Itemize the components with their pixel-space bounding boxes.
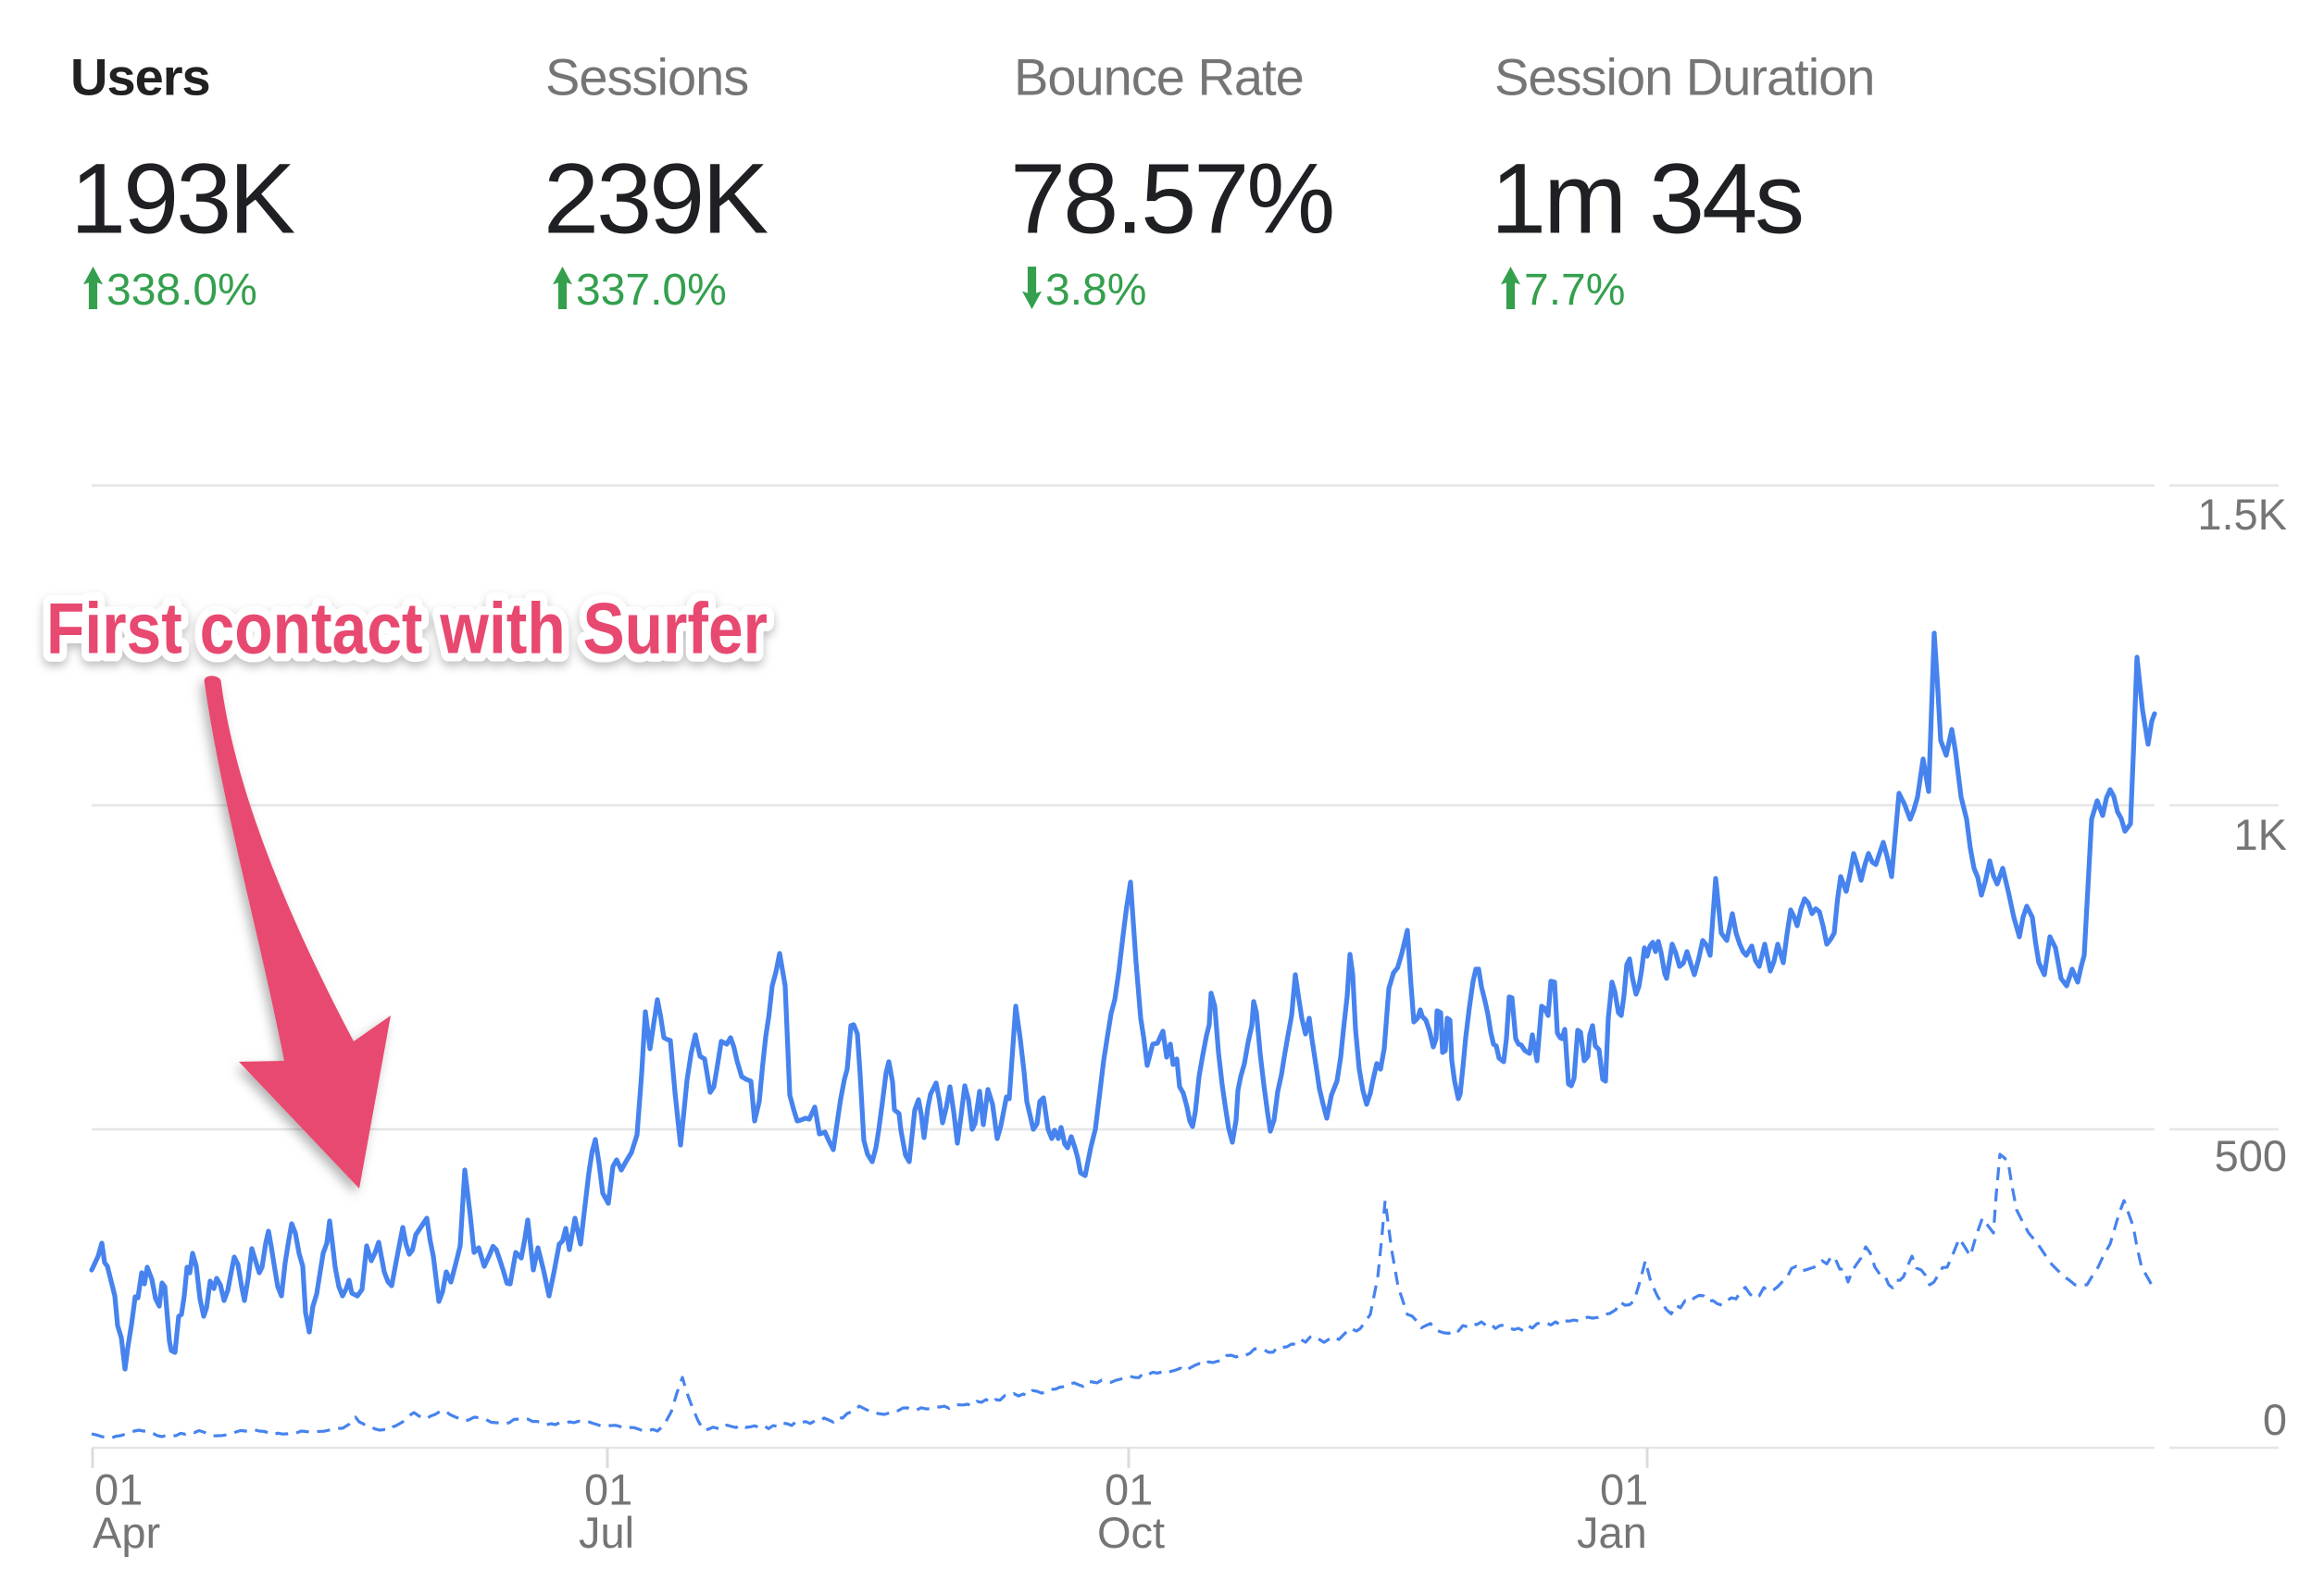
svg-text:1K: 1K — [2234, 810, 2288, 859]
svg-text:7.7%: 7.7% — [1524, 266, 1625, 315]
svg-text:338.0%: 338.0% — [106, 266, 257, 315]
svg-text:01: 01 — [94, 1465, 143, 1514]
svg-text:First contact with Surfer: First contact with Surfer — [46, 588, 768, 669]
svg-text:337.0%: 337.0% — [576, 266, 727, 315]
svg-text:Apr: Apr — [93, 1508, 160, 1557]
svg-text:Session Duration: Session Duration — [1494, 48, 1874, 106]
svg-text:1m 34s: 1m 34s — [1491, 143, 1802, 255]
svg-text:3.8%: 3.8% — [1045, 266, 1146, 315]
svg-text:193K: 193K — [70, 143, 294, 255]
svg-text:Sessions: Sessions — [545, 48, 748, 106]
svg-text:0: 0 — [2263, 1395, 2287, 1444]
svg-text:Users: Users — [70, 48, 210, 106]
svg-text:78.57%: 78.57% — [1010, 143, 1332, 255]
svg-text:01: 01 — [584, 1465, 632, 1514]
svg-text:01: 01 — [1105, 1465, 1153, 1514]
svg-text:01: 01 — [1600, 1465, 1648, 1514]
svg-text:Oct: Oct — [1097, 1508, 1165, 1557]
svg-text:1.5K: 1.5K — [2197, 490, 2287, 539]
svg-text:Jul: Jul — [579, 1508, 634, 1557]
svg-text:239K: 239K — [544, 143, 768, 255]
svg-text:Jan: Jan — [1577, 1508, 1647, 1557]
svg-text:Bounce Rate: Bounce Rate — [1014, 48, 1304, 106]
svg-text:500: 500 — [2215, 1131, 2287, 1180]
